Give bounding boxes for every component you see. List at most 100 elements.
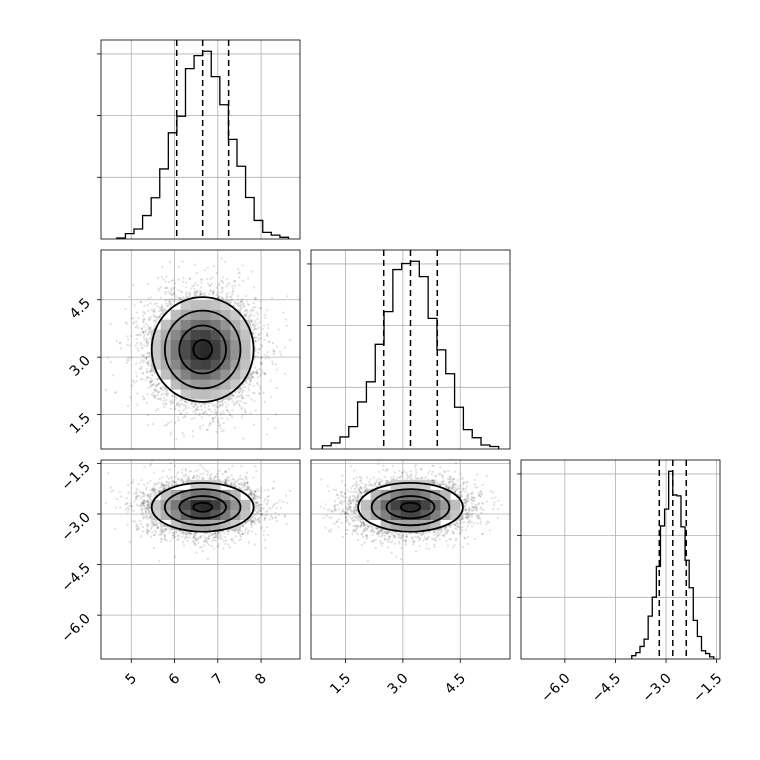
sample-point <box>268 357 271 360</box>
sample-point <box>152 369 155 372</box>
density-cell <box>180 499 191 511</box>
density-cell <box>380 499 391 511</box>
sample-point <box>378 481 381 484</box>
sample-point <box>356 496 360 499</box>
sample-point <box>191 405 195 408</box>
sample-point <box>253 324 256 327</box>
sample-point <box>448 477 452 480</box>
sample-point <box>215 405 218 409</box>
sample-point <box>443 482 446 486</box>
sample-point <box>147 297 150 300</box>
sample-point <box>470 520 473 524</box>
sample-point <box>383 537 387 540</box>
sample-point <box>407 532 410 535</box>
sample-point <box>196 284 199 287</box>
sample-point <box>245 294 248 298</box>
sample-point <box>330 509 333 513</box>
sample-point <box>184 480 188 483</box>
sample-point <box>177 289 180 292</box>
sample-point <box>224 481 227 484</box>
sample-point <box>366 559 369 563</box>
sample-point <box>132 509 135 513</box>
density-cell <box>220 319 231 330</box>
sample-point <box>433 482 436 485</box>
sample-point <box>142 504 145 507</box>
sample-point <box>168 280 171 283</box>
histogram-panel-2 <box>307 249 511 450</box>
sample-point <box>434 475 437 478</box>
sample-point <box>369 530 373 533</box>
sample-point <box>467 492 470 495</box>
sample-point <box>253 495 256 498</box>
sample-point <box>180 529 183 533</box>
sample-point <box>353 507 356 510</box>
sample-point <box>203 402 206 405</box>
sample-point <box>266 502 269 505</box>
sample-point <box>151 489 155 492</box>
sample-point <box>344 516 347 519</box>
sample-point <box>183 399 187 402</box>
sample-point <box>242 303 245 306</box>
sample-point <box>443 527 447 531</box>
sample-point <box>223 480 227 484</box>
sample-point <box>351 515 354 518</box>
sample-point <box>258 385 262 388</box>
sample-point <box>250 495 254 498</box>
sample-point <box>145 510 148 514</box>
sample-point <box>161 308 164 312</box>
density-cell <box>450 499 461 511</box>
sample-point <box>177 477 180 481</box>
sample-point <box>145 376 149 379</box>
sample-point <box>430 479 433 482</box>
sample-point <box>438 484 442 487</box>
sample-point <box>359 520 362 523</box>
sample-point <box>353 487 357 490</box>
sample-point <box>231 293 234 296</box>
sample-point <box>216 296 220 299</box>
sample-point <box>197 541 200 544</box>
sample-point <box>240 407 243 410</box>
sample-point <box>210 401 213 405</box>
sample-point <box>474 505 477 508</box>
sample-point <box>391 540 394 543</box>
sample-point <box>253 339 257 342</box>
sample-point <box>230 299 233 302</box>
sample-point <box>348 499 351 502</box>
sample-point <box>360 522 363 525</box>
density-cell <box>180 519 191 530</box>
sample-point <box>224 542 227 545</box>
sample-point <box>418 532 421 535</box>
sample-point <box>152 314 155 317</box>
sample-point <box>376 532 379 536</box>
density-layer <box>319 460 503 563</box>
sample-point <box>156 390 159 393</box>
sample-point <box>250 525 253 529</box>
sample-point <box>464 501 467 505</box>
sample-point <box>445 485 448 489</box>
sample-point <box>136 324 139 327</box>
sample-point <box>239 308 242 311</box>
sample-point <box>130 384 133 387</box>
sample-point <box>329 530 332 534</box>
sample-point <box>153 394 156 397</box>
sample-point <box>159 296 162 299</box>
sample-point <box>245 488 248 491</box>
sample-point <box>252 492 255 496</box>
sample-point <box>468 511 471 514</box>
sample-point <box>259 372 263 375</box>
sample-point <box>386 531 389 534</box>
sample-point <box>340 491 343 494</box>
sample-point <box>251 497 255 500</box>
sample-point <box>164 538 167 541</box>
sample-point <box>448 480 451 483</box>
sample-point <box>456 485 459 488</box>
sample-point <box>384 481 387 484</box>
histogram-panel-3 <box>517 459 721 660</box>
sample-point <box>140 501 143 505</box>
sample-point <box>253 336 256 340</box>
sample-point <box>159 533 162 536</box>
sample-point <box>176 483 179 486</box>
sample-point <box>134 371 138 374</box>
sample-point <box>188 536 191 539</box>
sample-point <box>159 286 163 289</box>
